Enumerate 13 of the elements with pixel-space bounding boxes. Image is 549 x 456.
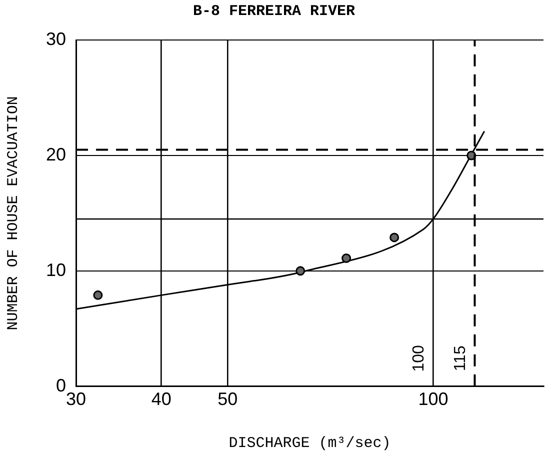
x-axis-title: DISCHARGE (m³/sec): [228, 434, 391, 452]
ref-line-label: 115: [452, 346, 470, 372]
annotation: 100: [410, 344, 428, 372]
x-tick-label: 40: [151, 389, 172, 410]
x-tick-label: 30: [66, 389, 86, 410]
x-tick-label: 100: [418, 389, 448, 410]
y-tick-label: 10: [46, 260, 66, 280]
chart-title: B-8 FERREIRA RIVER: [192, 2, 356, 20]
x-tick-label: 50: [218, 389, 238, 410]
y-axis-title: NUMBER OF HOUSE EVACUATION: [4, 96, 22, 330]
y-tick-label: 0: [56, 375, 66, 396]
y-tick-label: 30: [46, 28, 66, 49]
y-tick-label: 20: [46, 144, 66, 164]
